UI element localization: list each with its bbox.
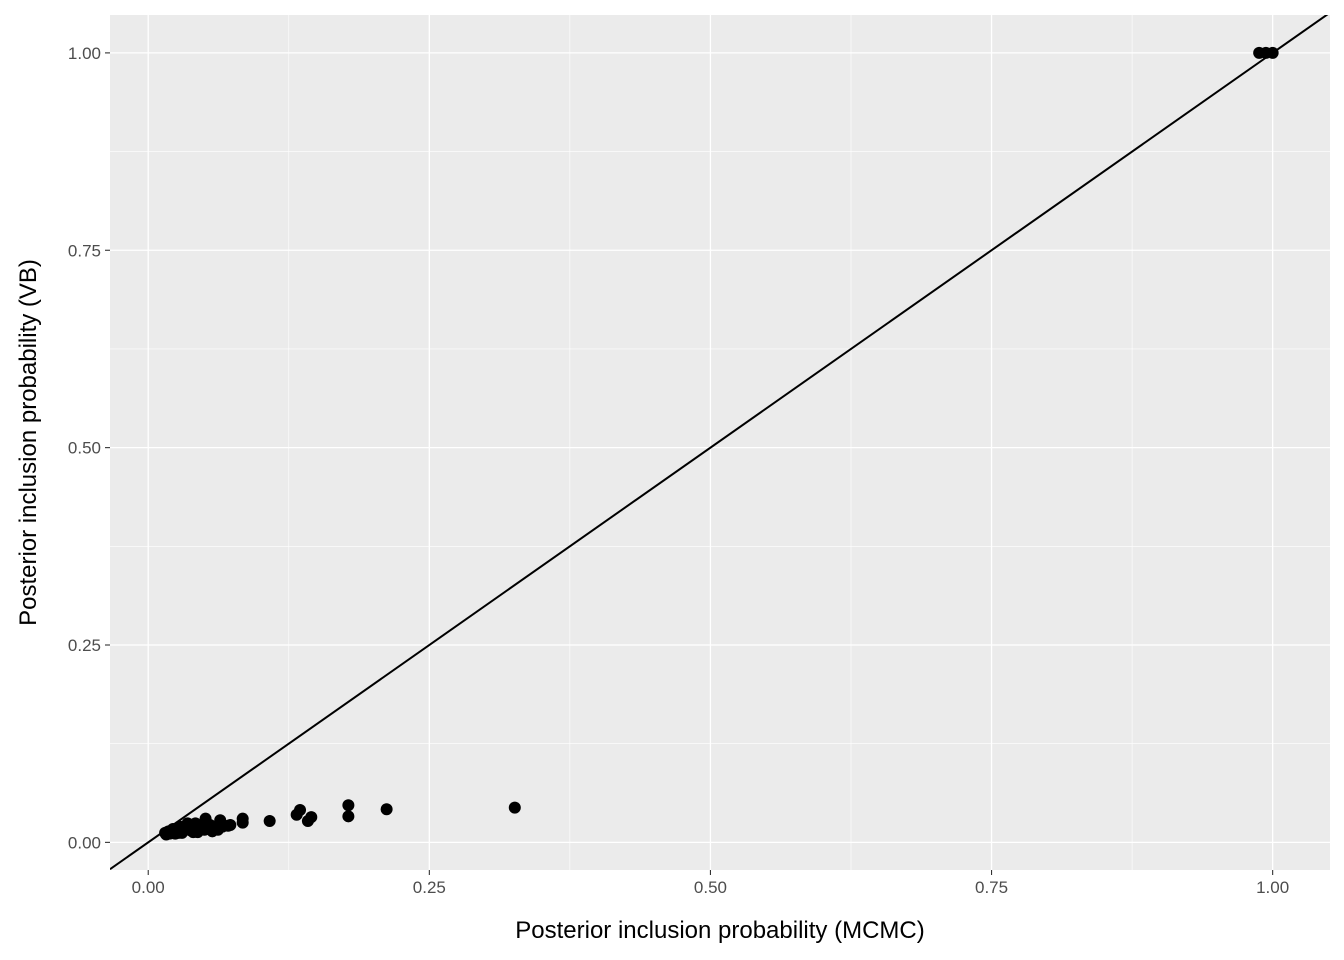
y-axis-title: Posterior inclusion probability (VB) (15, 259, 42, 626)
identity-line (110, 15, 1329, 870)
x-tick-label: 1.00 (1256, 878, 1289, 897)
x-tick-label: 0.00 (132, 878, 165, 897)
x-tick-label: 0.25 (413, 878, 446, 897)
data-point (198, 823, 211, 836)
x-tick-label: 0.50 (694, 878, 727, 897)
data-point (305, 811, 318, 824)
data-point (263, 815, 276, 828)
data-point (342, 810, 355, 823)
data-point (290, 808, 303, 821)
x-tick-label: 0.75 (975, 878, 1008, 897)
y-tick-label: 0.25 (68, 636, 101, 655)
data-point (380, 803, 393, 816)
y-tick-label: 0.75 (68, 241, 101, 260)
y-tick-label: 1.00 (68, 44, 101, 63)
y-tick-label: 0.00 (68, 833, 101, 852)
y-tick-label: 0.50 (68, 439, 101, 458)
data-point (211, 823, 224, 836)
data-point (222, 819, 235, 832)
x-axis-title: Posterior inclusion probability (MCMC) (515, 917, 924, 944)
data-point (342, 799, 355, 812)
plot-layer (110, 15, 1329, 870)
data-point (508, 801, 521, 814)
data-point (236, 816, 249, 829)
data-point (1266, 46, 1279, 59)
